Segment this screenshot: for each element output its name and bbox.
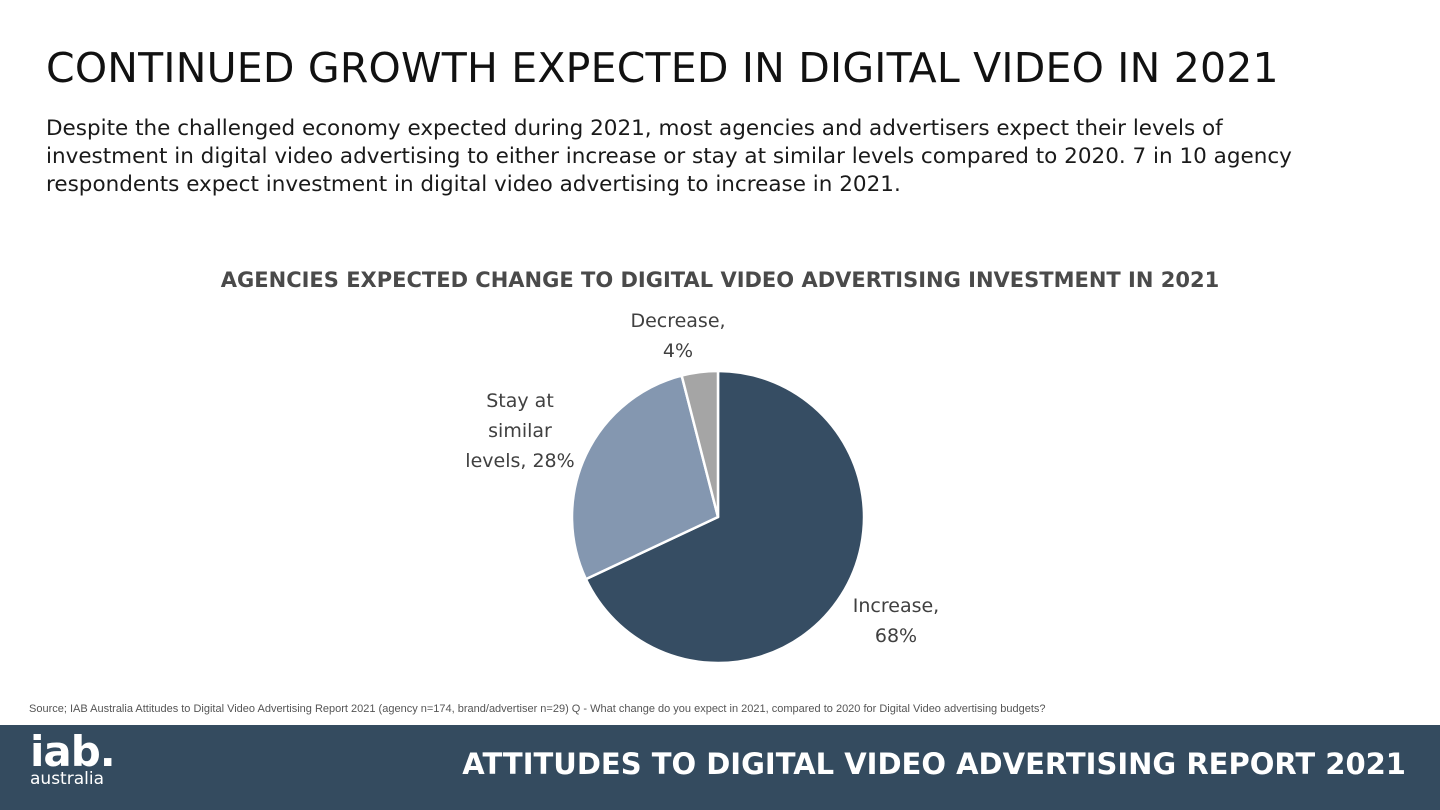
slice-label-stay: Stay at similar levels, 28% <box>460 386 580 476</box>
chart-title: AGENCIES EXPECTED CHANGE TO DIGITAL VIDE… <box>220 268 1220 292</box>
source-note: Source; IAB Australia Attitudes to Digit… <box>29 703 1046 715</box>
slice-label-decrease-value: 4% <box>662 340 694 362</box>
slice-label-increase-name: Increase, <box>852 595 940 617</box>
logo-sub-text: australia <box>30 769 104 789</box>
iab-logo: iab. australia <box>30 727 116 789</box>
slice-label-increase: Increase, 68% <box>836 591 956 651</box>
footer-title: ATTITUDES TO DIGITAL VIDEO ADVERTISING R… <box>462 747 1406 781</box>
slice-label-decrease: Decrease, 4% <box>610 306 746 366</box>
pie-slice-stay <box>570 374 720 581</box>
logo-main-text: iab. <box>30 727 116 776</box>
slice-label-increase-value: 68% <box>874 625 918 647</box>
slice-label-decrease-name: Decrease, <box>630 310 726 332</box>
slice-label-stay-name: Stay at similar levels, 28% <box>465 390 575 472</box>
footer-bar: iab. australia ATTITUDES TO DIGITAL VIDE… <box>0 725 1440 810</box>
pie-slice-decrease <box>680 369 720 519</box>
pie-slice-increase <box>584 369 866 665</box>
intro-text: Despite the challenged economy expected … <box>46 116 1292 197</box>
page-title: CONTINUED GROWTH EXPECTED IN DIGITAL VID… <box>46 44 1279 92</box>
